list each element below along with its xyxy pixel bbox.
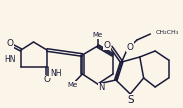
Text: Me: Me <box>93 32 103 38</box>
Text: N: N <box>98 83 105 92</box>
Text: CH₂CH₃: CH₂CH₃ <box>156 29 179 34</box>
Text: O: O <box>43 75 51 84</box>
Text: O: O <box>104 40 111 49</box>
Text: O: O <box>127 43 134 52</box>
Text: S: S <box>127 95 134 105</box>
Text: Me: Me <box>68 82 78 88</box>
Text: O: O <box>6 40 13 48</box>
Text: NH: NH <box>50 68 61 78</box>
Text: HN: HN <box>4 56 15 64</box>
